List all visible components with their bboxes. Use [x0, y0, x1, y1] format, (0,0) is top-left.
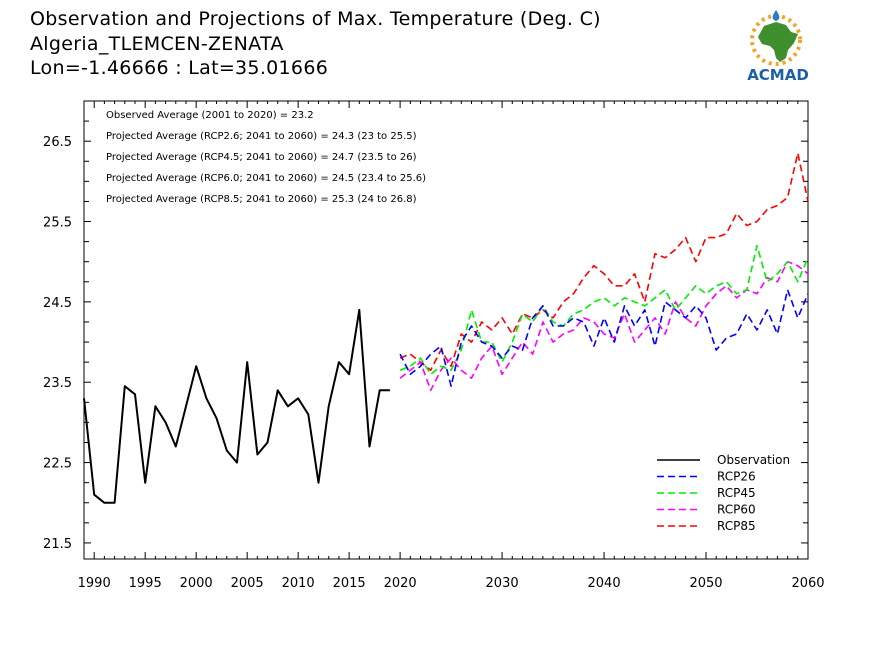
y-axis: 21.5 22.5 23.5 24.5 25.5 26.5 [43, 100, 808, 552]
series-line-rcp45 [399, 244, 809, 376]
stat-rcp85: Projected Average (RCP8.5; 2041 to 2060)… [106, 194, 417, 205]
legend-label-rcp85: RCP85 [717, 519, 756, 533]
plot-frame [83, 100, 809, 560]
x-tick-label: 1990 [78, 576, 111, 591]
station-coordinates: Lon=-1.46666 : Lat=35.01666 [30, 57, 329, 79]
plot-border [83, 100, 809, 560]
stat-rcp45: Projected Average (RCP4.5; 2041 to 2060)… [106, 152, 417, 163]
x-tick-label: 2050 [689, 576, 722, 591]
y-tick-label: 25.5 [43, 216, 72, 231]
stat-observed: Observed Average (2001 to 2020) = 23.2 [106, 110, 314, 121]
legend-label-rcp26: RCP26 [717, 470, 756, 484]
legend-label-observation: Observation [717, 453, 790, 467]
y-tick-label: 24.5 [43, 296, 72, 311]
stats-box: Observed Average (2001 to 2020) = 23.2 P… [106, 110, 426, 205]
y-tick-label: 21.5 [43, 537, 72, 552]
series-line-rcp26 [399, 288, 809, 388]
stat-rcp60: Projected Average (RCP6.0; 2041 to 2060)… [106, 173, 426, 184]
logo-text: ACMAD [747, 66, 809, 84]
x-tick-label: 2060 [791, 576, 824, 591]
series-line-rcp85 [399, 152, 809, 372]
africa-map-logo-icon: ACMAD [747, 10, 809, 84]
x-tick-label: 1995 [129, 576, 162, 591]
legend-label-rcp60: RCP60 [717, 503, 756, 517]
x-tick-label: 2015 [333, 576, 366, 591]
y-tick-label: 23.5 [43, 376, 72, 391]
x-tick-label: 2040 [588, 576, 621, 591]
x-tick-label: 2000 [180, 576, 213, 591]
x-tick-label: 2030 [486, 576, 519, 591]
series-line-observation [83, 308, 390, 504]
station-name: Algeria_TLEMCEN-ZENATA [30, 33, 284, 55]
africa-map-icon [758, 22, 798, 62]
legend: Observation RCP26 RCP45 RCP60 RCP85 [657, 453, 790, 533]
x-tick-label: 2020 [384, 576, 417, 591]
y-tick-label: 26.5 [43, 135, 72, 150]
y-tick-label: 22.5 [43, 457, 72, 472]
water-drop-icon [772, 10, 780, 21]
x-tick-label: 2005 [231, 576, 264, 591]
x-tick-label: 2010 [282, 576, 315, 591]
legend-label-rcp45: RCP45 [717, 486, 756, 500]
acmad-logo: ACMAD [736, 8, 820, 84]
x-axis: 1990 1995 2000 2005 2010 2015 2020 2030 2040 2050… [78, 101, 825, 591]
chart-title: Observation and Projections of Max. Temp… [30, 8, 601, 30]
stat-rcp26: Projected Average (RCP2.6; 2041 to 2060)… [106, 131, 417, 142]
series-line-rcp60 [399, 260, 809, 392]
series-layer [83, 152, 809, 504]
